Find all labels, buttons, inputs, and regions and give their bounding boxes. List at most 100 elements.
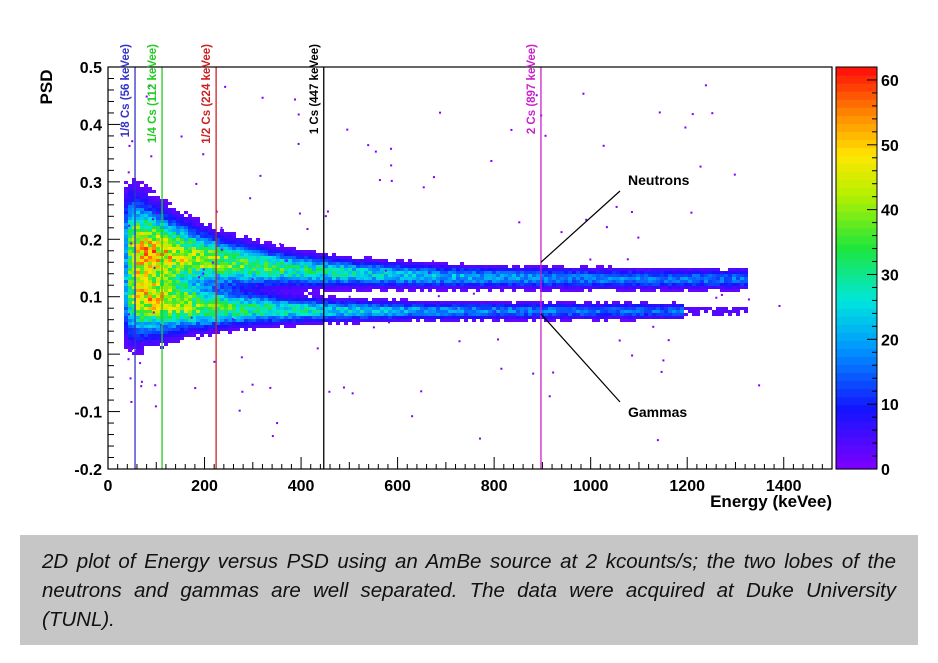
heatmap-cell [184, 283, 188, 286]
heatmap-cell [232, 304, 236, 307]
heatmap-cell [308, 286, 312, 289]
heatmap-cell [736, 277, 740, 280]
heatmap-cell [436, 307, 440, 310]
heatmap-cell [444, 277, 448, 280]
heatmap-cell [192, 298, 196, 301]
heatmap-cell [192, 253, 196, 256]
heatmap-cell [140, 205, 144, 208]
heatmap-cell [568, 301, 572, 304]
heatmap-cell [584, 313, 588, 316]
heatmap-cell [700, 268, 704, 271]
heatmap-cell [524, 280, 528, 283]
heatmap-cell [184, 223, 188, 226]
heatmap-cell [344, 265, 348, 268]
heatmap-cell [440, 319, 444, 322]
heatmap-cell [220, 256, 224, 259]
heatmap-cell [432, 271, 436, 274]
heatmap-cell [520, 310, 524, 313]
heatmap-cell [128, 271, 132, 274]
heatmap-cell [416, 301, 420, 304]
heatmap-cell [584, 316, 588, 319]
heatmap-cell [524, 304, 528, 307]
heatmap-cell [236, 298, 240, 301]
heatmap-cell [296, 304, 300, 307]
heatmap-cell [292, 319, 296, 322]
heatmap-cell [732, 271, 736, 274]
heatmap-cell [664, 283, 668, 286]
heatmap-cell [712, 310, 716, 313]
heatmap-cell [280, 310, 284, 313]
heatmap-cell [480, 286, 484, 289]
heatmap-cell [576, 310, 580, 313]
heatmap-cell [520, 277, 524, 280]
heatmap-cell [156, 313, 160, 316]
heatmap-cell [144, 220, 148, 223]
heatmap-cell [144, 250, 148, 253]
heatmap-cell [180, 322, 184, 325]
heatmap-cell [144, 271, 148, 274]
heatmap-cell [480, 307, 484, 310]
heatmap-cell [252, 253, 256, 256]
heatmap-cell [292, 310, 296, 313]
colorbar-tick-label: 0 [881, 462, 890, 479]
heatmap-cell [184, 277, 188, 280]
heatmap-cell [124, 298, 128, 301]
heatmap-cell [460, 286, 464, 289]
heatmap-cell [664, 289, 668, 292]
heatmap-cell [132, 337, 136, 340]
heatmap-cell [700, 271, 704, 274]
heatmap-cell [492, 313, 496, 316]
heatmap-cell [256, 265, 260, 268]
heatmap-cell [652, 286, 656, 289]
heatmap-cell [292, 283, 296, 286]
heatmap-cell [316, 280, 320, 283]
heatmap-cell [132, 295, 136, 298]
heatmap-cell [136, 211, 140, 214]
heatmap-outlier [374, 150, 377, 153]
heatmap-cell [336, 259, 340, 262]
heatmap-cell [212, 283, 216, 286]
heatmap-cell [328, 319, 332, 322]
heatmap-cell [300, 289, 304, 292]
heatmap-cell [472, 319, 476, 322]
heatmap-cell [352, 304, 356, 307]
heatmap-cell [672, 289, 676, 292]
heatmap-cell [136, 187, 140, 190]
heatmap-cell [424, 304, 428, 307]
heatmap-cell [640, 289, 644, 292]
heatmap-cell [700, 274, 704, 277]
heatmap-cell [384, 271, 388, 274]
heatmap-cell [348, 265, 352, 268]
heatmap-cell [200, 325, 204, 328]
heatmap-cell [672, 310, 676, 313]
heatmap-cell [672, 268, 676, 271]
heatmap-cell [608, 265, 612, 268]
heatmap-cell [304, 283, 308, 286]
heatmap-cell [604, 271, 608, 274]
heatmap-cell [264, 268, 268, 271]
heatmap-cell [740, 268, 744, 271]
heatmap-cell [192, 313, 196, 316]
heatmap-cell [580, 310, 584, 313]
heatmap-cell [260, 244, 264, 247]
heatmap-cell [368, 289, 372, 292]
heatmap-cell [516, 265, 520, 268]
heatmap-cell [280, 313, 284, 316]
heatmap-cell [192, 250, 196, 253]
heatmap-cell [284, 301, 288, 304]
heatmap-cell [144, 217, 148, 220]
x-tick-label: 800 [481, 478, 508, 495]
heatmap-cell [388, 262, 392, 265]
heatmap-cell [296, 262, 300, 265]
heatmap-cell [340, 259, 344, 262]
heatmap-outlier [615, 205, 618, 208]
heatmap-cell [272, 292, 276, 295]
heatmap-cell [164, 250, 168, 253]
heatmap-cell [156, 253, 160, 256]
heatmap-cell [152, 247, 156, 250]
heatmap-cell [708, 268, 712, 271]
heatmap-cell [232, 289, 236, 292]
heatmap-cell [164, 235, 168, 238]
heatmap-cell [200, 295, 204, 298]
heatmap-cell [560, 271, 564, 274]
